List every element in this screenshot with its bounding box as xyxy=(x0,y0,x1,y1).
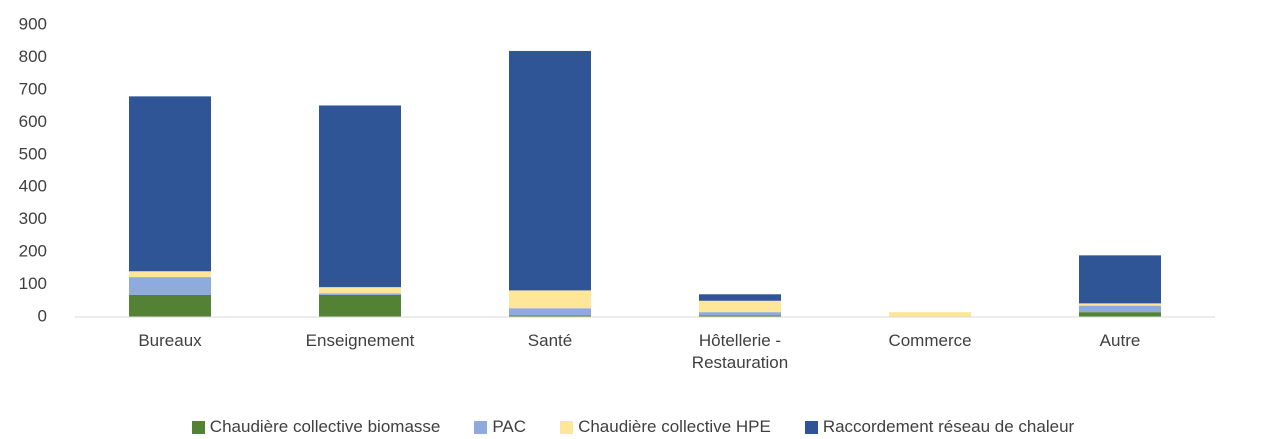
bar-segment xyxy=(509,308,591,316)
x-tick-label: Autre xyxy=(1099,331,1141,350)
y-tick-label: 500 xyxy=(19,144,47,163)
y-tick-label: 300 xyxy=(19,209,47,228)
bar-segment xyxy=(129,271,211,278)
legend-label: PAC xyxy=(492,417,527,436)
x-tick-label: Santé xyxy=(527,331,573,350)
bar-segment xyxy=(1079,303,1161,306)
bar-segment xyxy=(699,300,781,313)
bar-segment xyxy=(1079,305,1161,313)
legend-swatch xyxy=(804,420,818,434)
y-tick-label: 400 xyxy=(19,177,47,196)
legend-item: Chaudière collective biomasse xyxy=(191,417,441,437)
legend-swatch xyxy=(474,420,488,434)
bar-segment xyxy=(699,294,781,301)
y-tick-label: 0 xyxy=(38,306,47,325)
x-tick-label: Commerce xyxy=(888,331,972,350)
bar-segment xyxy=(129,96,211,272)
bar-segment xyxy=(509,315,591,317)
bar-segment xyxy=(1079,255,1161,304)
bar-segment xyxy=(509,290,591,309)
x-tick-label: Hôtellerie - Restauration xyxy=(691,331,789,372)
legend-swatch xyxy=(191,420,205,434)
legend-label: Chaudière collective HPE xyxy=(578,417,771,436)
legend-item: Raccordement réseau de chaleur xyxy=(804,417,1075,437)
y-tick-label: 800 xyxy=(19,47,47,66)
bar-segment xyxy=(889,312,971,317)
bar-segment xyxy=(319,287,401,294)
bar-segment xyxy=(509,50,591,291)
bar-segment xyxy=(1079,312,1161,317)
x-tick-label: Bureaux xyxy=(138,331,202,350)
bar-segment xyxy=(699,312,781,316)
bar-segment xyxy=(699,315,781,317)
legend-item: Chaudière collective HPE xyxy=(560,417,771,437)
bar-segment xyxy=(319,105,401,288)
legend-label: Chaudière collective biomasse xyxy=(209,417,441,436)
y-tick-label: 100 xyxy=(19,274,47,293)
bar-segment xyxy=(129,294,211,317)
bar-segment xyxy=(129,277,211,295)
x-tick-label: Enseignement xyxy=(305,331,415,350)
legend-item: PAC xyxy=(474,417,526,437)
y-tick-label: 700 xyxy=(19,79,47,98)
legend: Chaudière collective biomasse PAC Chaudièr… xyxy=(0,417,1266,437)
y-tick-label: 900 xyxy=(19,14,47,33)
y-tick-label: 200 xyxy=(19,242,47,261)
bar-segment xyxy=(319,293,401,295)
legend-swatch xyxy=(560,420,574,434)
y-tick-label: 600 xyxy=(19,112,47,131)
bar-segment xyxy=(319,294,401,317)
legend-label: Raccordement réseau de chaleur xyxy=(822,417,1075,436)
